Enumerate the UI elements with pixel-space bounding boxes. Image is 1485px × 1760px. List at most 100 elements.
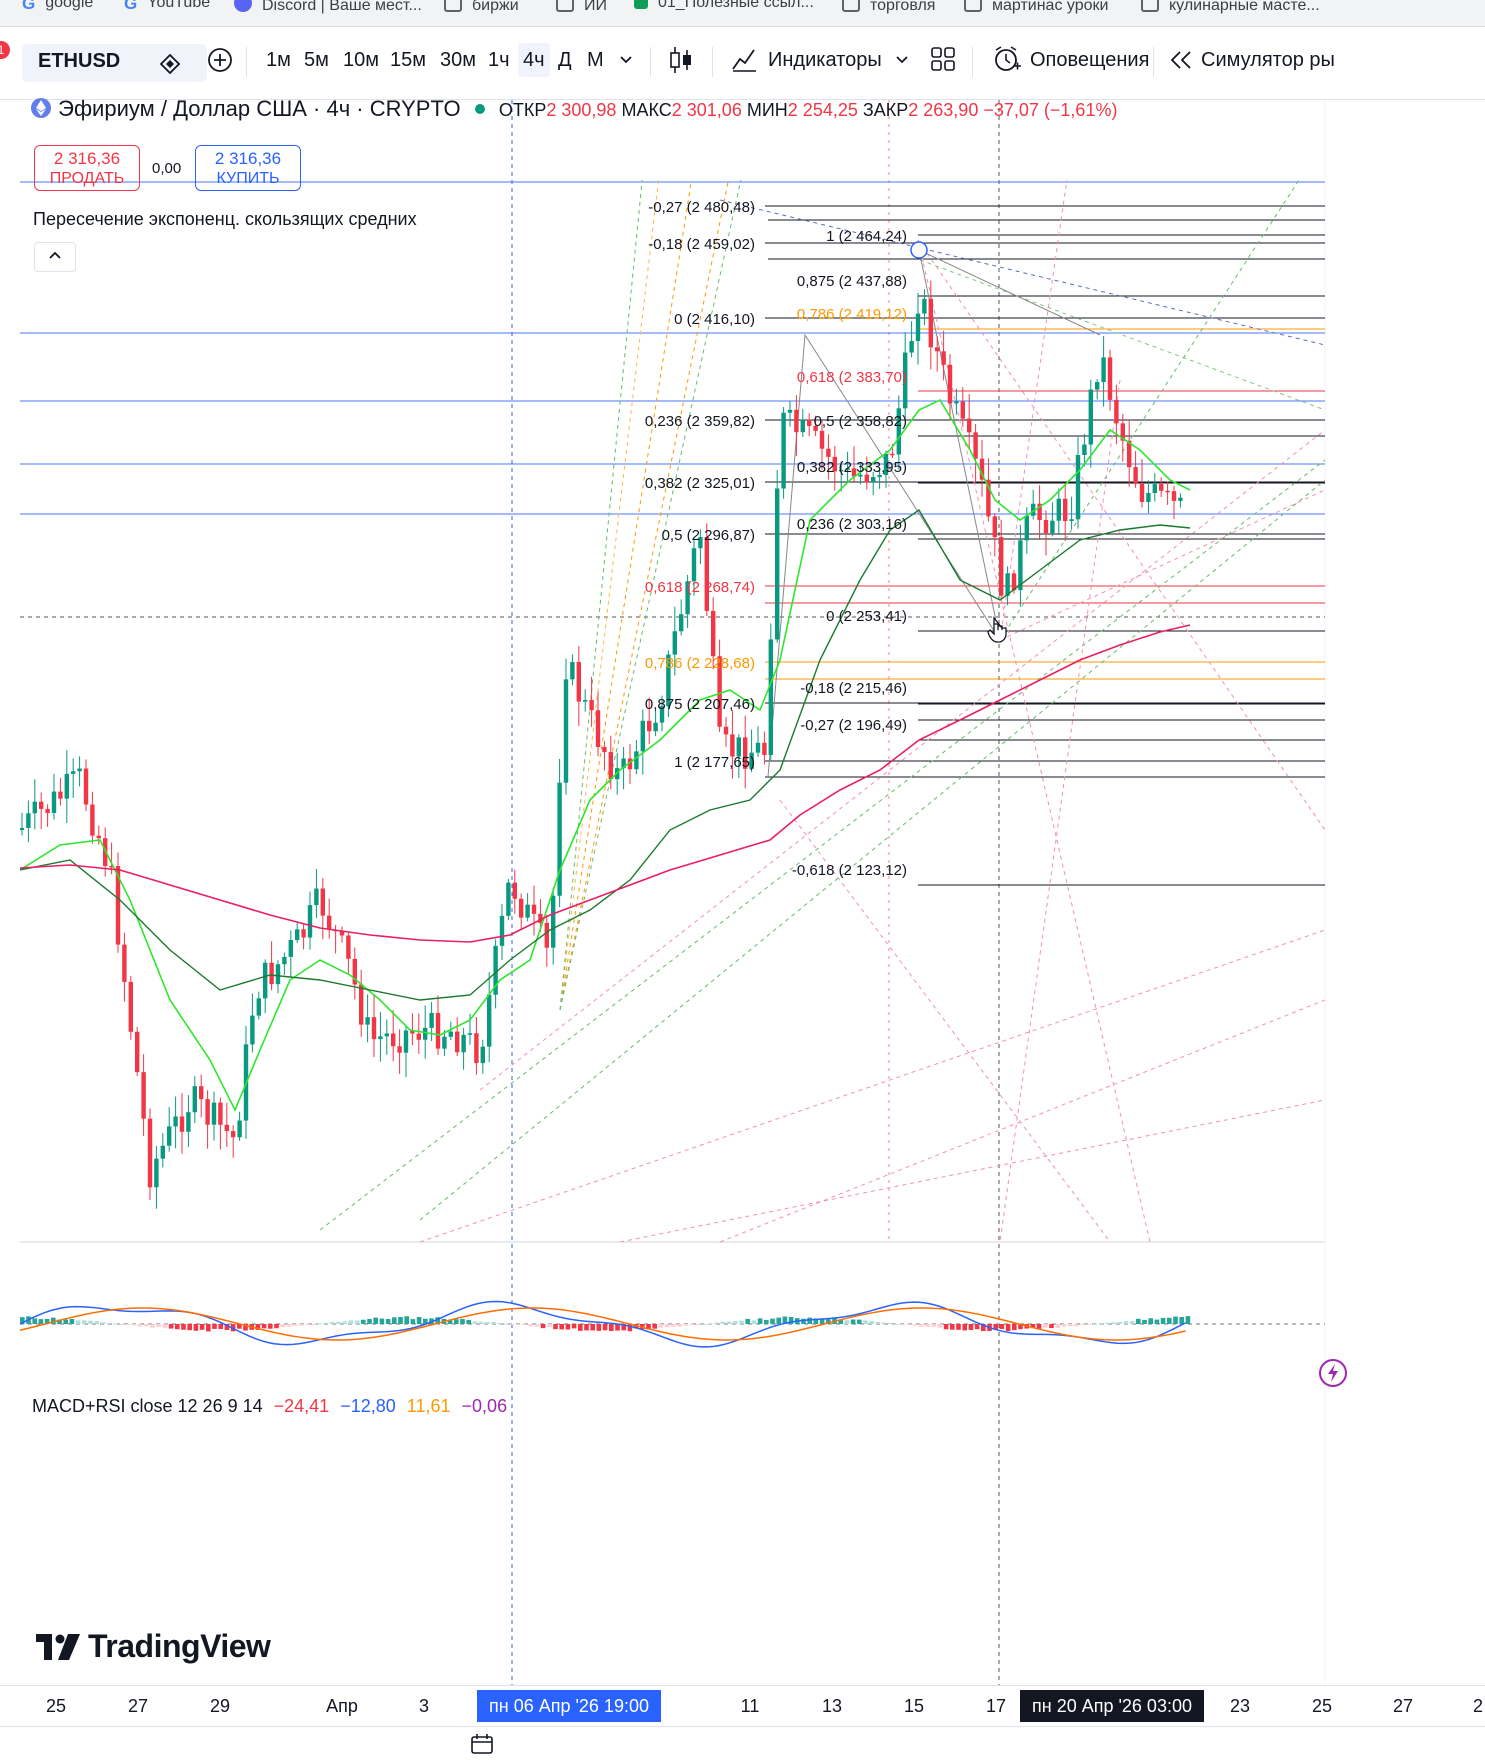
trend-line bbox=[999, 180, 1068, 641]
candle-body bbox=[192, 1086, 197, 1113]
macd-label: MACD+RSI close 12 26 9 14 bbox=[32, 1396, 263, 1416]
chevron-up-icon bbox=[49, 251, 61, 259]
macd-legend: MACD+RSI close 12 26 9 14 −24,41 −12,80 … bbox=[32, 1396, 507, 1417]
time-tick: 3 bbox=[418, 1696, 430, 1716]
candle-body bbox=[83, 768, 89, 805]
macd-histogram-bar bbox=[931, 1324, 936, 1327]
bookmark-folder-cooking[interactable]: кулинарные масте... bbox=[1141, 0, 1320, 14]
timeframe-4h-active[interactable]: 4ч bbox=[518, 43, 550, 77]
calendar-icon[interactable] bbox=[470, 1733, 494, 1755]
candle-body bbox=[896, 408, 901, 455]
alerts-button[interactable]: Оповещения bbox=[1030, 49, 1150, 71]
sell-button[interactable]: 2 316,36 ПРОДАТЬ bbox=[34, 145, 140, 191]
tradingview-mark-icon bbox=[36, 1634, 80, 1660]
candle-body bbox=[359, 984, 364, 1025]
hand-cursor-icon bbox=[987, 616, 1007, 643]
macd-histogram-bar bbox=[1067, 1324, 1073, 1327]
macd-histogram-bar bbox=[20, 1317, 25, 1324]
price-chart[interactable]: -0,27 (2 480,48) -0,18 (2 459,02) 0 (2 416… bbox=[20, 100, 1485, 1690]
timeframe-day[interactable]: Д bbox=[558, 49, 572, 71]
macd-histogram-bar bbox=[94, 1321, 99, 1324]
macd-histogram-bar bbox=[435, 1317, 440, 1324]
timeframe-1h[interactable]: 1ч bbox=[488, 49, 510, 71]
bookmark-folder-ai[interactable]: ИИ bbox=[556, 0, 607, 14]
fib-level-label: 1 (2 464,24) bbox=[826, 228, 907, 245]
candle-body bbox=[826, 448, 831, 457]
macd-histogram-bar bbox=[311, 1324, 316, 1325]
bookmark-folder-martinas[interactable]: мартинас уроки bbox=[964, 0, 1108, 14]
macd-histogram-bar bbox=[144, 1324, 149, 1327]
chevron-down-icon[interactable] bbox=[893, 53, 911, 67]
bookmark-folder-exchanges[interactable]: биржи bbox=[444, 0, 519, 14]
candle-body bbox=[263, 962, 268, 999]
macd-histogram-bar bbox=[757, 1318, 763, 1324]
timeframe-month[interactable]: М bbox=[587, 49, 604, 71]
layouts-grid-icon[interactable] bbox=[930, 46, 956, 72]
timeframe-30m[interactable]: 30м bbox=[440, 49, 476, 71]
candle-body bbox=[845, 468, 850, 470]
candle-body bbox=[723, 726, 729, 735]
candle-body bbox=[979, 458, 985, 480]
candle-body bbox=[1075, 454, 1081, 520]
candle-body bbox=[154, 1158, 159, 1188]
macd-histogram-bar bbox=[354, 1320, 360, 1324]
fib-level-label: 0,875 (2 207,46) bbox=[645, 696, 755, 713]
lightning-icon[interactable] bbox=[1318, 1358, 1348, 1388]
macd-histogram-bar bbox=[943, 1324, 949, 1330]
trend-line bbox=[419, 929, 1325, 1243]
macd-histogram-bar bbox=[838, 1319, 843, 1324]
trend-line bbox=[719, 999, 1325, 1243]
macd-histogram-bar bbox=[1117, 1321, 1122, 1324]
time-tick: 25 bbox=[1311, 1696, 1333, 1716]
separator bbox=[246, 47, 247, 77]
macd-histogram-bar bbox=[807, 1317, 812, 1324]
candle-body bbox=[749, 752, 754, 769]
fib-level-label: -0,18 (2 459,02) bbox=[648, 236, 755, 253]
candle-body bbox=[691, 548, 697, 582]
replay-button[interactable]: Симулятор ры bbox=[1201, 49, 1335, 71]
timeframe-10m[interactable]: 10м bbox=[343, 49, 379, 71]
buy-button[interactable]: 2 316,36 КУПИТЬ bbox=[195, 145, 301, 191]
candle-body bbox=[397, 1046, 402, 1053]
candle-body bbox=[634, 751, 639, 770]
indicators-button[interactable]: Индикаторы bbox=[768, 49, 882, 71]
macd-histogram-bar bbox=[1142, 1319, 1147, 1324]
timeframe-1m[interactable]: 1м bbox=[266, 49, 291, 71]
candle-body bbox=[32, 801, 37, 814]
candle-body bbox=[851, 468, 857, 477]
macd-histogram-bar bbox=[187, 1324, 192, 1331]
candle-body bbox=[1159, 484, 1164, 491]
timeframe-5m[interactable]: 5м bbox=[304, 49, 329, 71]
timeframe-15m[interactable]: 15м bbox=[390, 49, 426, 71]
bookmark-discord[interactable]: Discord | Ваше мест... bbox=[234, 0, 422, 14]
drawing-anchor-point[interactable] bbox=[910, 241, 928, 259]
macd-histogram-bar bbox=[286, 1324, 292, 1327]
chevron-down-icon[interactable] bbox=[617, 53, 635, 67]
macd-histogram-bar bbox=[714, 1322, 719, 1324]
collapse-legend-button[interactable] bbox=[34, 242, 76, 272]
macd-histogram-bar bbox=[51, 1317, 56, 1324]
notification-badge[interactable]: 1 bbox=[0, 41, 10, 59]
bookmark-useful-links[interactable]: 01_Полезные ссыл... bbox=[634, 0, 814, 14]
time-axis[interactable]: 25 27 29 Апр 3 пн 06 Апр '26 19:00 11 13… bbox=[0, 1685, 1485, 1726]
compare-plus-icon[interactable] bbox=[206, 46, 234, 74]
macd-histogram-bar bbox=[658, 1324, 664, 1328]
bookmark-folder-trading[interactable]: торговля bbox=[842, 0, 935, 14]
candle-body bbox=[711, 610, 716, 657]
candle-body bbox=[467, 1033, 473, 1035]
bookmark-youtube[interactable]: G YouTube bbox=[124, 0, 210, 14]
candle-body bbox=[717, 656, 722, 727]
watchlist-diamond-icon[interactable] bbox=[159, 53, 181, 75]
macd-histogram-bar bbox=[782, 1316, 788, 1324]
symbol-search[interactable]: ETHUSD bbox=[22, 44, 207, 82]
ema-fast-line bbox=[20, 398, 1191, 1112]
candle-body bbox=[147, 1118, 153, 1188]
indicator-title[interactable]: Пересечение экспоненц. скользящих средни… bbox=[33, 209, 417, 229]
candles-chart-type-icon[interactable] bbox=[668, 45, 694, 75]
candle-body bbox=[922, 298, 927, 314]
fib-level-label: 0 (2 253,41) bbox=[826, 608, 907, 625]
separator bbox=[1153, 47, 1154, 77]
candle-body bbox=[109, 865, 114, 868]
macd-histogram-bar bbox=[237, 1324, 242, 1329]
